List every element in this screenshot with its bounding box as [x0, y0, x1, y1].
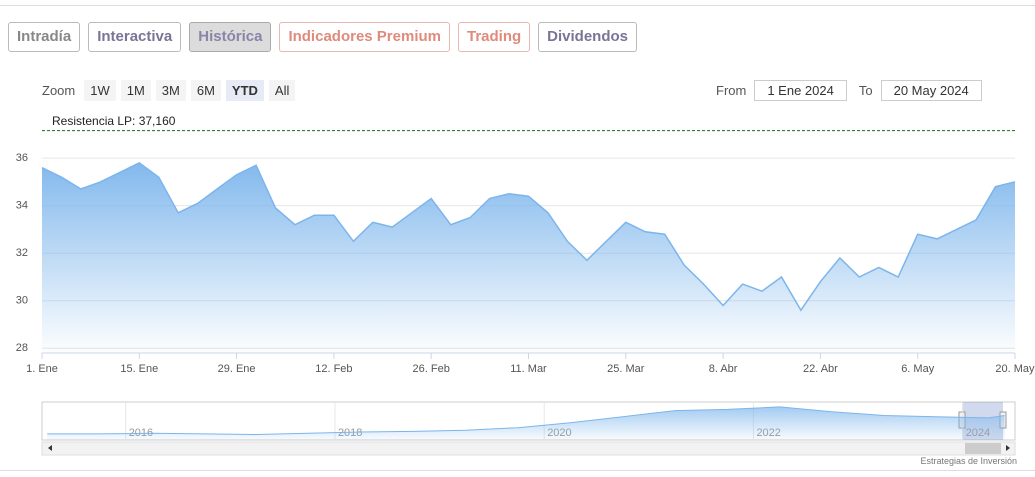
- navigator-line: [47, 406, 1005, 436]
- tab[interactable]: Dividendos: [538, 22, 638, 52]
- x-tick-label: 12. Feb: [315, 363, 352, 375]
- to-input[interactable]: 20 May 2024: [880, 80, 982, 101]
- scrollbar[interactable]: [41, 441, 1016, 456]
- scroll-arrows[interactable]: [48, 445, 1010, 451]
- tab[interactable]: Intradía: [8, 22, 81, 52]
- x-tick-label: 2016: [129, 427, 153, 439]
- navigator-fill: [47, 406, 1005, 440]
- x-tick-label: 6. May: [901, 363, 935, 375]
- y-tick-label: 34: [16, 200, 28, 212]
- from-label: From: [716, 83, 747, 98]
- y-tick-label: 30: [16, 295, 28, 307]
- to-label: To: [858, 83, 873, 98]
- from-input[interactable]: 1 Ene 2024: [754, 80, 847, 101]
- annotation-label: Resistencia LP: 37,160: [52, 114, 176, 128]
- x-tick-label: 2024: [966, 427, 990, 439]
- divider: [0, 470, 1035, 471]
- zoom-button[interactable]: 3M: [155, 80, 186, 101]
- y-tick-label: 28: [16, 342, 28, 354]
- tab[interactable]: Histórica: [189, 22, 272, 52]
- area-fill: [42, 162, 1015, 353]
- x-tick-label: 25. Mar: [607, 363, 645, 375]
- navigator-handle[interactable]: [999, 411, 1007, 429]
- zoom-label: Zoom: [42, 83, 76, 98]
- x-tick-label: 22. Abr: [803, 363, 838, 375]
- x-tick-label: 2020: [547, 427, 571, 439]
- tab[interactable]: Indicadores Premium: [279, 22, 450, 52]
- credit: Estrategias de Inversión: [920, 456, 1017, 466]
- navigator-mask: [962, 402, 1003, 440]
- zoom-button[interactable]: YTD: [225, 80, 264, 101]
- x-tick-label: 15. Ene: [120, 363, 158, 375]
- x-tick-label: 1. Ene: [26, 363, 58, 375]
- zoom-button[interactable]: 1W: [84, 80, 116, 101]
- x-tick-label: 2022: [756, 427, 780, 439]
- navigator-frame: [41, 401, 1016, 441]
- x-tick-label: 26. Feb: [413, 363, 450, 375]
- zoom-button[interactable]: All: [268, 80, 296, 101]
- x-tick-label: 2018: [338, 427, 362, 439]
- x-tick-label: 29. Ene: [218, 363, 256, 375]
- tab[interactable]: Interactiva: [88, 22, 182, 52]
- tab[interactable]: Trading: [458, 22, 531, 52]
- scrollbar-thumb[interactable]: [965, 443, 1001, 454]
- divider: [0, 5, 1035, 6]
- x-tick-label: 8. Abr: [709, 363, 738, 375]
- area-line: [41, 162, 1016, 312]
- tab-bar: Intradía Interactiva Histórica Indicadores …: [8, 22, 638, 52]
- zoom-button[interactable]: 1M: [120, 80, 151, 101]
- zoom-button[interactable]: 6M: [190, 80, 221, 101]
- y-tick-label: 32: [16, 247, 28, 259]
- date-range: From 1 Ene 2024 To 20 May 2024: [716, 80, 994, 101]
- x-tick-label: 20. May: [995, 363, 1035, 375]
- y-tick-label: 36: [16, 152, 28, 164]
- zoom-bar: Zoom 1W 1M 3M 6M YTD All: [42, 80, 296, 101]
- x-tick-label: 11. Mar: [510, 363, 547, 375]
- navigator-handle[interactable]: [958, 411, 966, 429]
